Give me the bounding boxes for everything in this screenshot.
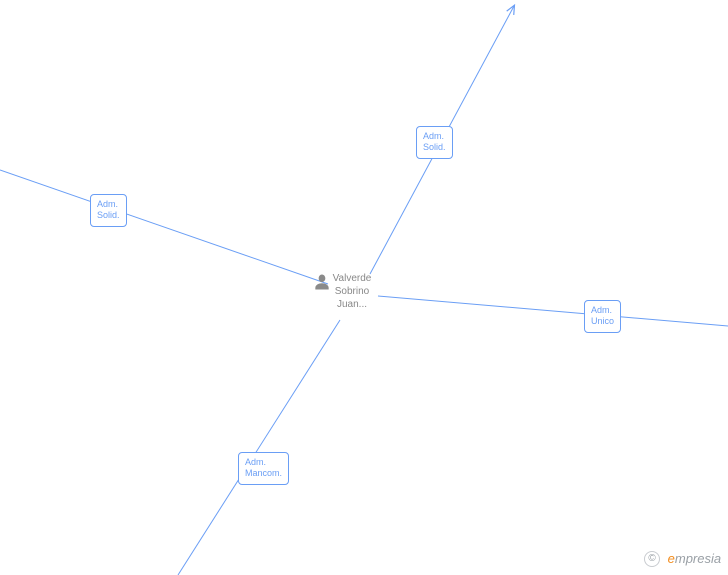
copyright-symbol: ©: [644, 551, 660, 567]
watermark: © empresia: [644, 550, 721, 567]
edge-bottom: [178, 320, 340, 575]
edge-right: [378, 296, 728, 326]
edge-label-bottom[interactable]: Adm. Mancom.: [238, 452, 289, 485]
brand-name: empresia: [668, 551, 721, 566]
person-node[interactable]: Valverde Sobrino Juan...: [312, 272, 392, 311]
edge-label-left[interactable]: Adm. Solid.: [90, 194, 127, 227]
person-icon: [312, 272, 332, 292]
edge-label-top-right[interactable]: Adm. Solid.: [416, 126, 453, 159]
edge-left: [0, 170, 328, 284]
person-name-line3: Juan...: [312, 298, 392, 311]
edge-label-right[interactable]: Adm. Unico: [584, 300, 621, 333]
